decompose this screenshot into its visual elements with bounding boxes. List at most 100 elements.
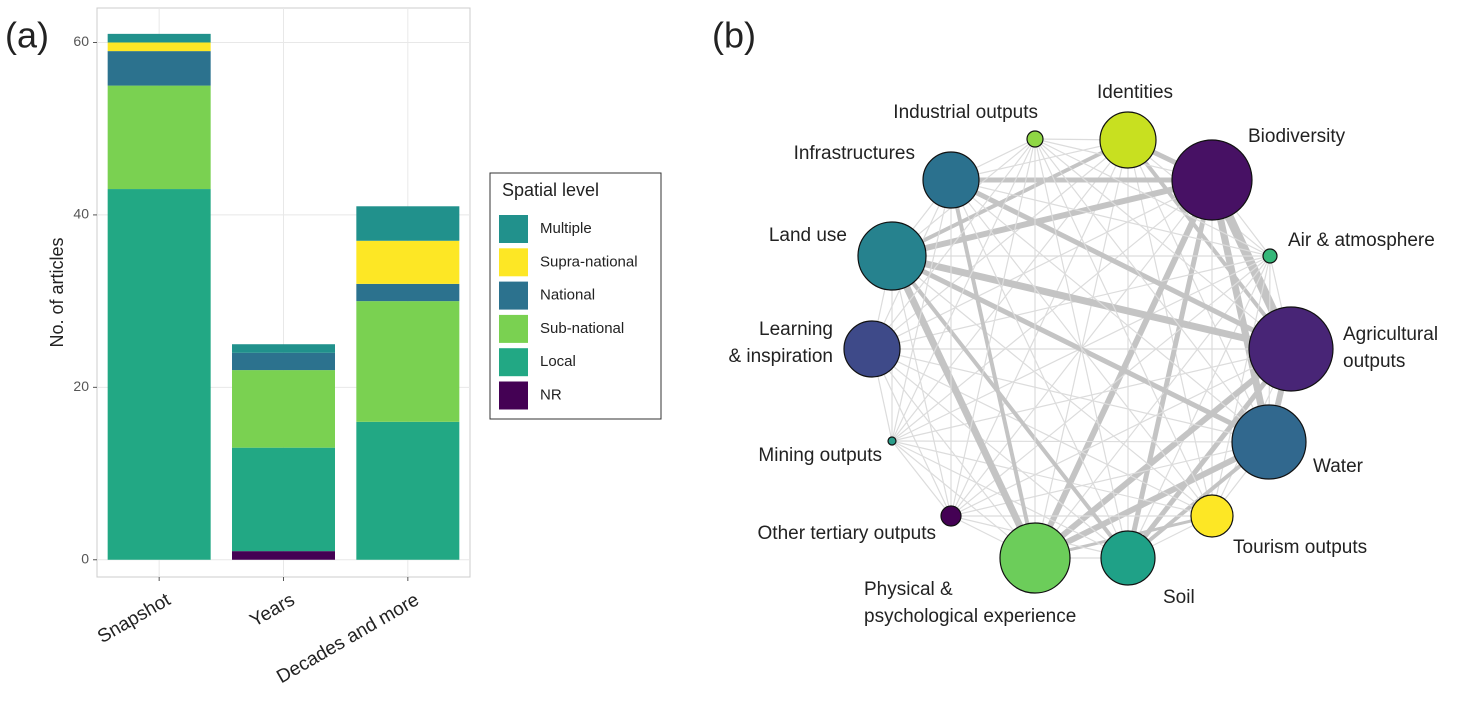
legend-label: Supra-national: [540, 253, 638, 270]
bar-segment: [232, 344, 335, 353]
edge: [1208, 179, 1273, 443]
edge: [871, 139, 1129, 350]
node-label-line: Infrastructures: [794, 143, 915, 164]
node-label: Tourism outputs: [1233, 537, 1367, 558]
y-tick-label: 40: [73, 206, 89, 222]
node-label-line: Tourism outputs: [1233, 537, 1367, 558]
edge: [891, 138, 1129, 258]
bar-segment: [356, 301, 460, 422]
edge: [890, 253, 1271, 445]
node-label-line: Biodiversity: [1248, 126, 1346, 147]
edge: [871, 138, 1036, 350]
edge: [949, 179, 1037, 559]
edge: [950, 348, 1292, 517]
legend-label: Sub-national: [540, 320, 624, 337]
y-tick-label: 0: [81, 550, 89, 566]
bar-segment: [107, 42, 211, 52]
y-tick-label: 20: [73, 378, 89, 394]
edge: [891, 440, 1213, 517]
bar-segment: [107, 85, 211, 190]
node: [843, 320, 901, 378]
legend-label: NR: [540, 386, 562, 403]
node: [1171, 139, 1253, 221]
node-label-line: Land use: [769, 225, 847, 246]
edge: [1125, 179, 1215, 559]
bar-segment: [107, 51, 211, 86]
bar-segment: [232, 447, 335, 552]
bar-segment: [107, 33, 211, 43]
node-label-line: Other tertiary outputs: [758, 523, 936, 544]
edge: [891, 252, 1292, 353]
node: [1190, 494, 1234, 538]
node-label: Soil: [1163, 587, 1195, 608]
edge: [1127, 139, 1213, 517]
legend-label: Local: [540, 353, 576, 370]
legend-label: National: [540, 287, 595, 304]
edge: [891, 139, 1129, 442]
node: [999, 522, 1071, 594]
node-label-line: Agricultural: [1343, 324, 1438, 345]
bar-segment: [232, 352, 335, 371]
node: [922, 151, 980, 209]
node-label: Agricultural outputs: [1343, 324, 1438, 372]
edge: [1126, 347, 1293, 560]
node: [940, 505, 962, 527]
node: [1231, 404, 1307, 480]
edge: [1034, 138, 1271, 257]
edge: [871, 179, 1213, 350]
bar-segment: [232, 551, 335, 560]
y-axis-label: No. of articles: [47, 237, 67, 347]
node-label-line: outputs: [1343, 351, 1405, 372]
edge: [1034, 255, 1271, 559]
node-label: Other tertiary outputs: [758, 523, 936, 544]
edge: [950, 179, 1271, 257]
edge: [1034, 138, 1213, 517]
node: [1262, 248, 1278, 264]
node-label-line: Learning: [759, 319, 833, 340]
legend-key: [499, 314, 528, 343]
bar-segment: [356, 240, 460, 284]
edge: [1034, 138, 1129, 559]
legend-key: [499, 215, 528, 243]
bar-segment: [356, 421, 460, 560]
legend-key: [499, 348, 528, 377]
legend-title: Spatial level: [502, 180, 599, 200]
node: [1099, 111, 1157, 169]
node-label-line: psychological experience: [864, 606, 1076, 627]
edge: [891, 138, 1036, 442]
edge: [1033, 439, 1271, 561]
bar-segment: [232, 370, 335, 448]
node-label: Physical & psychological experience: [864, 579, 1076, 627]
node: [1248, 306, 1334, 392]
node: [887, 436, 897, 446]
node-label-line: Soil: [1163, 587, 1195, 608]
legend-key: [499, 248, 528, 277]
edge: [1034, 138, 1292, 350]
bar-segment: [356, 206, 460, 241]
edge: [890, 254, 1130, 560]
edge: [891, 255, 952, 517]
y-tick-label: 60: [73, 33, 89, 49]
edge: [950, 179, 1129, 559]
node-label-line: Water: [1313, 456, 1364, 477]
legend-key: [499, 381, 528, 410]
node-label-line: Physical &: [864, 579, 953, 600]
edge: [891, 179, 952, 442]
edge: [1034, 138, 1270, 443]
node-label: Air & atmosphere: [1288, 230, 1435, 251]
bar-segment: [356, 283, 460, 302]
node-label: Industrial outputs: [893, 102, 1038, 123]
edge: [871, 348, 1213, 517]
edge: [891, 440, 1270, 443]
node: [1026, 130, 1044, 148]
edge: [891, 440, 952, 517]
node-label-line: Identities: [1097, 82, 1173, 103]
node-label-line: Air & atmosphere: [1288, 230, 1435, 251]
edge: [888, 254, 1039, 560]
panel-label: (b): [712, 15, 756, 56]
node-label: Identities: [1097, 82, 1173, 103]
node-label: Mining outputs: [758, 445, 882, 466]
node-label-line: Industrial outputs: [893, 102, 1038, 123]
node-label: Land use: [769, 225, 847, 246]
